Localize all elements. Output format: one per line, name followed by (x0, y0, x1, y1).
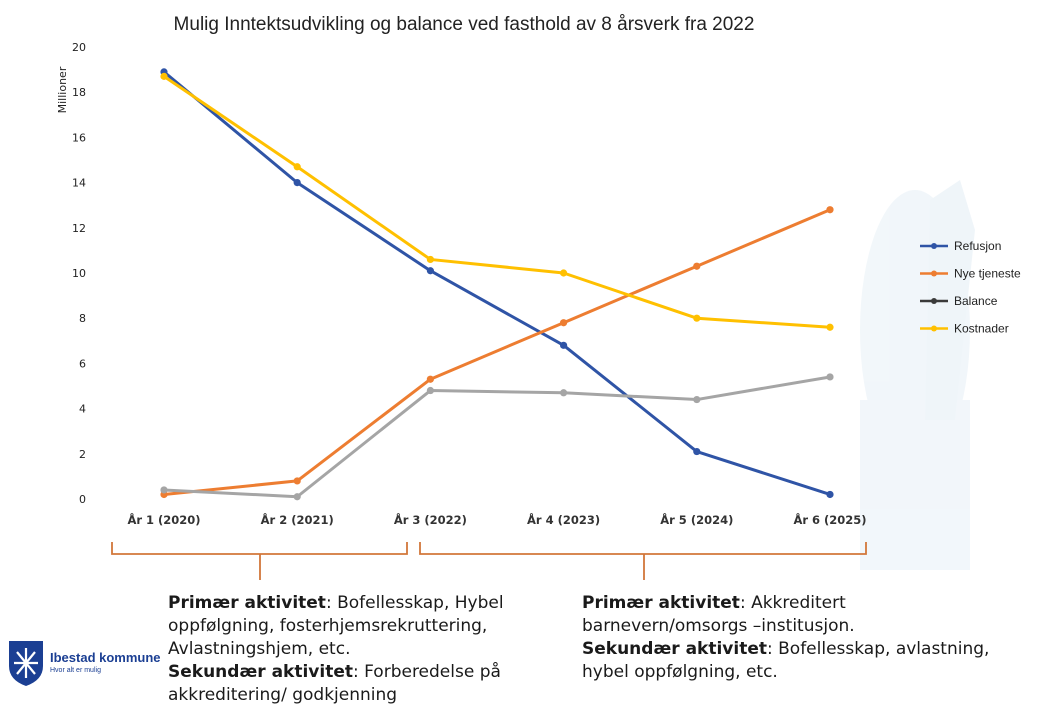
shield-icon (9, 641, 43, 686)
data-point-kostnader (560, 269, 568, 277)
logo-name: Ibestad kommune (50, 650, 161, 665)
x-tick-label: År 2 (2021) (261, 512, 334, 527)
x-tick-label: År 3 (2022) (394, 512, 467, 527)
y-tick-label: 4 (79, 403, 86, 416)
municipality-logo: Ibestad kommune Hvor alt er mulig (6, 638, 176, 688)
y-tick-label: 8 (79, 312, 86, 325)
y-tick-label: 6 (79, 357, 86, 370)
data-point-refusjon (293, 179, 301, 187)
data-point-refusjon (826, 490, 834, 499)
legend-marker (931, 243, 937, 249)
data-point-balance (693, 395, 701, 404)
series-lines (160, 68, 834, 501)
data-point-balance (826, 373, 834, 381)
data-point-refusjon (693, 447, 701, 456)
data-point-balance (160, 486, 168, 494)
data-point-nye-tjeneste (693, 262, 701, 270)
data-point-nye-tjeneste (560, 319, 568, 327)
legend-label: Refusjon (954, 239, 1001, 253)
legend-marker (931, 298, 937, 304)
legend-label: Kostnader (954, 322, 1009, 336)
data-point-kostnader (693, 314, 701, 322)
y-tick-label: 2 (79, 448, 86, 461)
data-point-kostnader (293, 163, 301, 171)
right-annotation: Primær aktivitet: Akkreditert barnevern/… (582, 592, 1002, 684)
data-point-kostnader (160, 72, 168, 80)
legend: Refusjon Nye tjeneste Balance Kostnader (920, 239, 1021, 336)
y-tick-label: 18 (72, 86, 86, 99)
data-point-balance (560, 389, 568, 397)
left-primary-text: : Bofellesskap, Hybel oppfølgning, foste… (168, 593, 504, 659)
series-line-kostnader (163, 75, 831, 329)
data-point-nye-tjeneste (826, 206, 834, 214)
period-bracket (111, 542, 408, 580)
left-secondary-text: : Forberedelse på akkreditering/ godkjen… (168, 662, 501, 705)
x-tick-label: År 4 (2023) (527, 512, 600, 527)
y-axis-label: Millioner (56, 66, 69, 113)
data-point-nye-tjeneste (293, 477, 301, 485)
left-annotation: Primær aktivitet: Bofellesskap, Hybel op… (168, 592, 548, 707)
y-tick-label: 16 (72, 131, 86, 144)
right-primary-label: Primær aktivitet (582, 593, 740, 613)
y-axis-ticks: 0 2 4 6 8 10 12 14 16 18 20 (72, 41, 86, 506)
legend-marker (931, 270, 937, 277)
chart-title: Mulig Inntektsudvikling og balance ved f… (174, 14, 755, 35)
data-point-balance (293, 493, 301, 501)
legend-label: Balance (954, 294, 998, 308)
data-point-balance (426, 386, 434, 395)
data-point-kostnader (426, 255, 434, 264)
right-secondary-text: : Bofellesskap, avlastning, hybel oppføl… (582, 639, 990, 682)
y-tick-label: 0 (79, 493, 86, 506)
x-tick-label: År 1 (2020) (127, 512, 200, 527)
y-tick-label: 20 (72, 41, 86, 54)
period-bracket (419, 542, 867, 580)
y-tick-label: 12 (72, 222, 86, 235)
series-line-refusjon (163, 70, 831, 496)
data-point-nye-tjeneste (426, 375, 434, 383)
period-brackets (111, 542, 867, 580)
right-primary-text: : Akkreditert barnevern/omsorgs –institu… (582, 593, 855, 636)
left-primary-label: Primær aktivitet (168, 593, 326, 613)
logo-tagline: Hvor alt er mulig (50, 667, 101, 674)
legend-marker (931, 325, 937, 332)
y-tick-label: 10 (72, 267, 86, 280)
right-secondary-label: Sekundær aktivitet (582, 639, 767, 659)
x-axis-ticks: År 1 (2020) År 2 (2021) År 3 (2022) År 4 (2… (127, 512, 866, 527)
data-point-kostnader (826, 323, 834, 331)
data-point-refusjon (560, 341, 568, 349)
y-tick-label: 14 (72, 177, 86, 190)
x-tick-label: År 6 (2025) (793, 512, 866, 527)
background-figure (860, 180, 975, 570)
series-line-nye-tjeneste (163, 208, 831, 496)
series-line-balance (163, 375, 831, 499)
x-tick-label: År 5 (2024) (660, 512, 733, 527)
data-point-refusjon (426, 267, 434, 275)
legend-label: Nye tjeneste (954, 267, 1021, 281)
left-secondary-label: Sekundær aktivitet (168, 662, 353, 682)
